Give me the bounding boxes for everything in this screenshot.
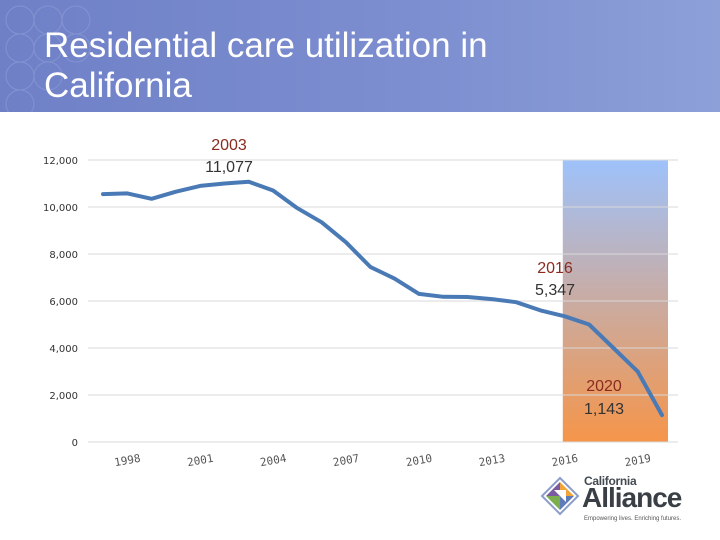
data-point (271, 189, 275, 193)
data-point (150, 197, 154, 201)
slide-title: Residential care utilization in Californ… (44, 26, 488, 105)
y-tick-label: 2,000 (49, 391, 78, 402)
x-tick-label: 2019 (624, 452, 652, 469)
data-point (101, 192, 105, 196)
data-point (320, 220, 324, 224)
x-tick-label: 2013 (478, 452, 506, 469)
y-tick-label: 12,000 (43, 156, 78, 167)
data-point (587, 323, 591, 326)
diamond-arrow-logo-icon (540, 476, 580, 516)
x-tick-label: 2010 (405, 452, 433, 469)
x-tick-label: 2001 (186, 452, 214, 469)
annotation-value: 1,143 (584, 401, 624, 418)
data-point (417, 292, 421, 296)
x-tick-label: 2007 (332, 452, 360, 469)
x-tick-label: 1998 (113, 452, 141, 469)
data-point (490, 297, 494, 301)
data-point (198, 184, 202, 188)
data-point (466, 295, 470, 299)
annotation-year: 2003 (211, 137, 247, 154)
y-tick-label: 6,000 (49, 297, 78, 308)
annotation-value: 11,077 (205, 159, 253, 176)
y-tick-label: 10,000 (43, 203, 78, 214)
data-point (247, 180, 251, 184)
data-point (368, 265, 372, 269)
y-tick-label: 0 (72, 438, 78, 449)
y-tick-label: 8,000 (49, 250, 78, 261)
data-point (538, 308, 542, 312)
x-tick-label: 2016 (551, 452, 579, 469)
data-point (223, 182, 227, 185)
annotation-year: 2016 (537, 260, 573, 277)
california-alliance-logo: California Alliance Empowering lives. En… (540, 470, 710, 526)
logo-small-text: California (584, 474, 637, 488)
data-point (393, 277, 397, 281)
slide-header: Residential care utilization in Californ… (0, 0, 720, 112)
y-tick-label: 4,000 (49, 344, 78, 355)
data-point (611, 346, 615, 350)
data-point (344, 240, 348, 244)
logo-big-text: Alliance (582, 482, 682, 513)
annotation-year: 2020 (586, 378, 622, 395)
data-point (441, 295, 445, 299)
logo-tagline: Empowering lives. Enriching futures. (584, 516, 682, 522)
data-point (660, 413, 664, 417)
data-point (125, 191, 129, 195)
data-point (514, 300, 518, 304)
data-point (295, 206, 299, 210)
series-line (101, 179, 664, 418)
utilization-line-chart: 0 2,000 4,000 6,000 8,000 10,000 12,000 1998 200… (43, 137, 678, 469)
data-point (563, 314, 567, 318)
data-point (174, 190, 178, 194)
annotation-value: 5,347 (535, 282, 575, 299)
x-tick-label: 2004 (259, 452, 288, 469)
data-point (636, 370, 640, 373)
header-pattern (5, 5, 91, 112)
